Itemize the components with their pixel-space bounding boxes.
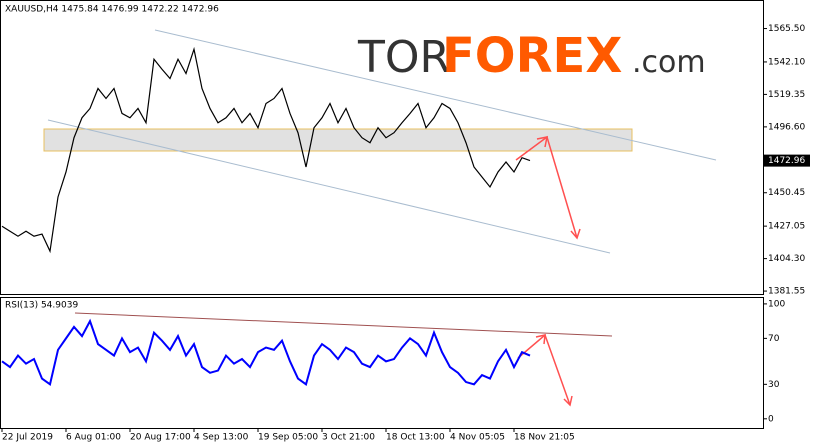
logo: TOR FOREX .com — [357, 28, 706, 84]
logo-prefix: TOR — [357, 32, 450, 83]
y-tick-label: 1404.30 — [768, 254, 805, 264]
y-tick-label: 1450.45 — [768, 188, 805, 198]
logo-suffix: .com — [632, 45, 706, 80]
x-tick-label: 18 Oct 13:00 — [386, 433, 445, 443]
chart-title: XAUUSD,H4 1475.84 1476.99 1472.22 1472.9… — [5, 5, 219, 15]
x-tick-label: 4 Sep 13:00 — [194, 433, 249, 443]
y-tick-label: 100 — [768, 299, 785, 309]
x-tick-label: 19 Sep 05:00 — [258, 433, 318, 443]
y-tick-label: 1542.10 — [768, 57, 805, 67]
rsi-title: RSI(13) 54.9039 — [5, 301, 78, 311]
resistance-zone — [43, 128, 633, 152]
forecast-arrows — [515, 135, 581, 407]
x-tick-label: 6 Aug 01:00 — [66, 433, 121, 443]
series-line — [1, 318, 531, 387]
x-tick-label: 20 Aug 17:00 — [130, 433, 191, 443]
x-tick-label: 4 Nov 05:05 — [450, 433, 505, 443]
y-tick-label: 1427.05 — [768, 222, 805, 232]
x-tick-label: 22 Jul 2019 — [2, 433, 53, 443]
y-tick-label: 30 — [768, 380, 780, 390]
y-tick-label: 1381.55 — [768, 287, 805, 297]
last-price-label: 1472.96 — [768, 156, 805, 166]
y-tick-label: 1496.60 — [768, 122, 805, 132]
x-tick-label: 3 Oct 21:00 — [322, 433, 375, 443]
last-price-box — [764, 154, 810, 167]
series-line — [1, 46, 531, 254]
y-tick-label: 1565.50 — [768, 24, 805, 34]
channel-line — [47, 119, 611, 254]
channel-line — [154, 29, 717, 161]
y-tick-label: 1519.35 — [768, 90, 805, 100]
y-tick-label: 70 — [768, 334, 780, 344]
rsi-pane — [0, 297, 764, 429]
logo-accent: FOREX — [442, 28, 622, 84]
y-tick-label: 0 — [768, 414, 774, 424]
trend-line — [74, 312, 613, 337]
x-tick-label: 18 Nov 21:05 — [514, 433, 575, 443]
